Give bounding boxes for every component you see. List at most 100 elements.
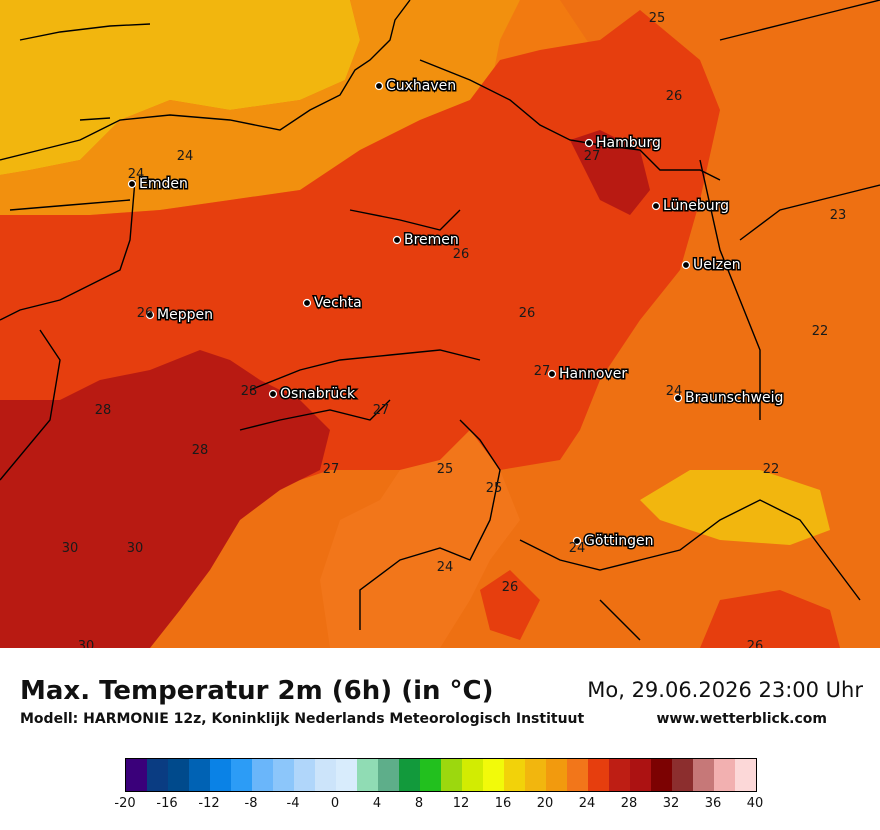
contour-label: 27 [373,403,390,418]
contour-label: 23 [830,208,847,223]
contour-label: 24 [569,541,586,556]
legend-swatch [399,759,420,791]
legend-swatch [483,759,504,791]
contour-label: 26 [453,247,470,262]
city-label: Braunschweig [685,390,783,406]
legend-swatch [672,759,693,791]
contour-label: 26 [519,306,536,321]
contour-label: 28 [241,384,258,399]
legend-swatch [210,759,231,791]
legend-tick-label: -8 [244,796,258,811]
legend-tick-label: 0 [330,796,340,811]
temp-band-28 [0,350,330,648]
contour-label: 26 [137,306,154,321]
city-label: Hannover [559,366,627,382]
contour-label: 22 [812,324,829,339]
contour-label: 27 [584,149,601,164]
legend-tick-label: 32 [662,796,680,811]
legend-swatch [189,759,210,791]
temp-band-south [320,430,520,648]
temp-band-hamburg [570,130,650,215]
city-dot-icon [681,260,691,270]
city-dot-icon [145,310,155,320]
legend-swatch [147,759,168,791]
contour-label: 24 [128,167,145,182]
city-label: Bremen [404,232,459,248]
legend-swatch [294,759,315,791]
legend-swatch [525,759,546,791]
color-legend [125,758,757,792]
temp-band-sea [0,0,360,175]
city-dot-icon [584,138,594,148]
contour-label: 27 [323,462,340,477]
site-url: www.wetterblick.com [656,711,828,727]
legend-swatch [252,759,273,791]
city-label: Meppen [157,307,213,323]
legend-swatch [735,759,756,791]
legend-tick-label: 4 [372,796,382,811]
legend-swatch [336,759,357,791]
contour-label: 27 [534,364,551,379]
city-dot-icon [651,201,661,211]
legend-swatch [630,759,651,791]
legend-swatch [609,759,630,791]
city-dot-icon [572,536,582,546]
city-dot-icon [127,179,137,189]
legend-tick-label: 16 [494,796,512,811]
legend-ticks: -20 -16 -12 -8 -4 0 4 8 12 16 20 24 28 32 36 40 [0,796,880,816]
legend-swatch [462,759,483,791]
city-dot-icon [392,235,402,245]
temp-band-yellow-east [640,470,830,545]
legend-swatch [567,759,588,791]
city-label: Cuxhaven [386,78,456,94]
legend-tick-label: 28 [620,796,638,811]
contour-label: 24 [666,384,683,399]
legend-swatch [588,759,609,791]
legend-swatch [420,759,441,791]
legend-swatch [651,759,672,791]
model-credit: Modell: HARMONIE 12z, Koninklijk Nederla… [20,711,585,727]
legend-swatch [273,759,294,791]
city-layer: Cuxhaven Hamburg Emden Lüneburg Bremen Uelzen… [127,77,785,551]
city-label: Osnabrück [280,386,356,402]
footer: Max. Temperatur 2m (6h) (in °C) Mo, 29.0… [0,648,880,830]
contour-label: 30 [62,541,79,556]
map-title: Max. Temperatur 2m (6h) (in °C) [20,676,494,706]
legend-tick-label: 12 [452,796,470,811]
contour-label: 25 [437,462,454,477]
legend-swatch [693,759,714,791]
legend-swatch [168,759,189,791]
legend-tick-label: 36 [704,796,722,811]
contour-label: 28 [192,443,209,458]
legend-tick-label: 40 [746,796,764,811]
city-label: Hamburg [596,135,661,151]
city-dot-icon [673,393,683,403]
city-dot-icon [268,389,278,399]
legend-tick-label: 20 [536,796,554,811]
contour-label: 25 [486,481,503,496]
city-label: Vechta [314,295,362,311]
city-label: Emden [139,176,188,192]
city-label: Göttingen [584,533,654,549]
valid-datetime: Mo, 29.06.2026 23:00 Uhr [587,678,863,702]
contour-label-layer: 25 26 24 27 24 26 23 26 26 22 28 24 27 28 27 27 25 25 22 28… [62,11,847,648]
temp-band-sud-26 [480,570,540,640]
contour-label: 24 [437,560,454,575]
contour-label: 30 [78,639,95,648]
temperature-map: Cuxhaven Hamburg Emden Lüneburg Bremen Uelzen… [0,0,880,648]
contour-label: 28 [95,403,112,418]
city-dot-icon [302,298,312,308]
temp-band-southeast [700,590,840,648]
legend-swatch [546,759,567,791]
legend-tick-label: -20 [114,796,136,811]
legend-swatch [441,759,462,791]
temp-band-orange [0,0,520,215]
legend-tick-label: 8 [414,796,424,811]
borders [0,0,880,641]
legend-swatch [357,759,378,791]
city-label: Uelzen [693,257,741,273]
city-dot-icon [374,81,384,91]
legend-tick-label: -4 [286,796,300,811]
contour-label: 26 [747,639,764,648]
contour-label: 22 [763,462,780,477]
